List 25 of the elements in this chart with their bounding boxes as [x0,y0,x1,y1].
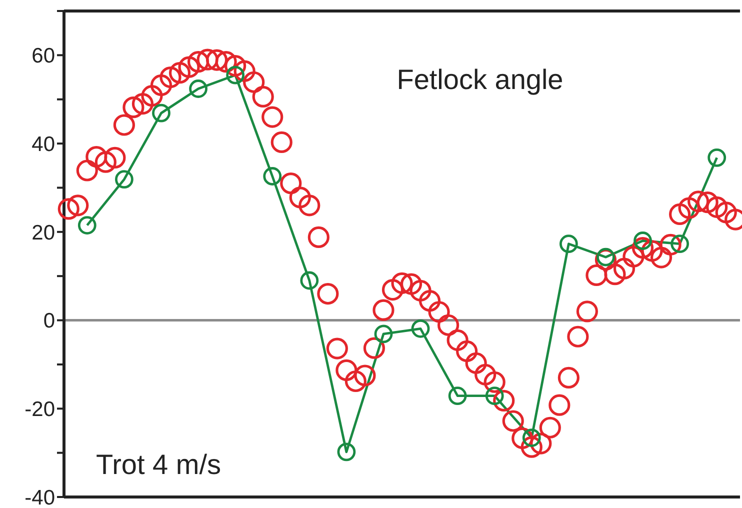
point [559,234,578,254]
text: Fetlock angle [396,64,564,96]
y-tick-label: 20 [32,221,55,244]
y-tick-label: -40 [24,486,55,508]
y-tick-label: 60 [32,44,55,68]
y-tick-label: 40 [32,133,55,156]
point [300,271,319,290]
point [374,324,393,344]
point [78,216,96,234]
point [189,80,208,98]
annotation: Trot 4 m/s [96,449,221,481]
point [152,104,170,122]
point [485,386,504,406]
point [708,148,726,167]
y-tick-label: -20 [24,398,55,422]
point [411,319,430,338]
point [596,248,615,266]
point [337,442,356,462]
point [670,234,690,254]
point [226,66,245,84]
point [448,386,467,406]
y-tick-label: 0 [43,310,55,333]
point [114,170,134,189]
point [263,167,282,186]
point [522,428,541,447]
